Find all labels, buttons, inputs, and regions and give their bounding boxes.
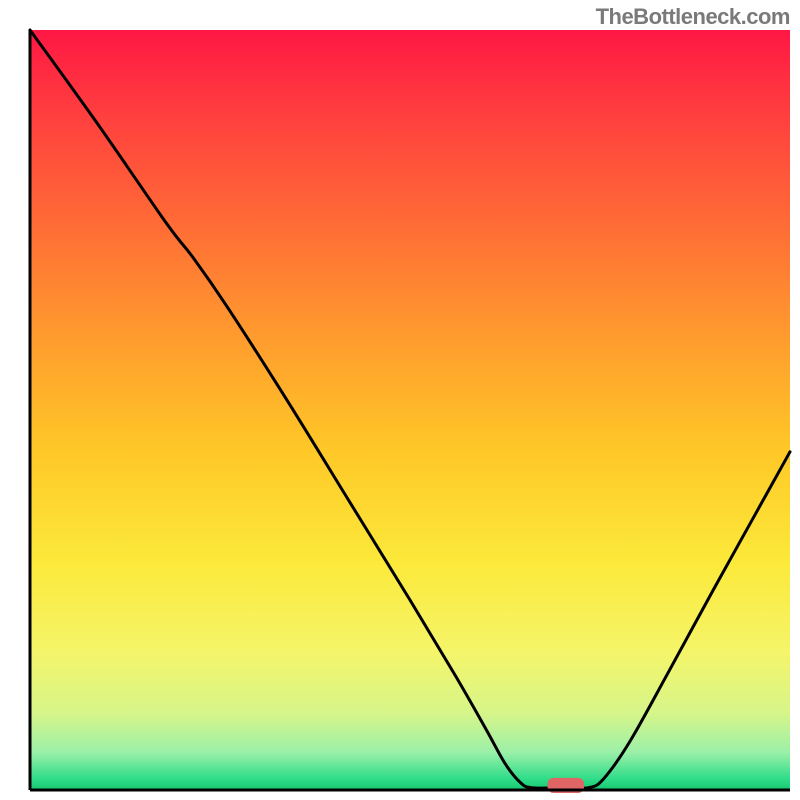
watermark-text: TheBottleneck.com [596, 4, 790, 30]
chart-svg [0, 0, 800, 800]
chart-gradient-background [30, 30, 790, 790]
chart-container: TheBottleneck.com [0, 0, 800, 800]
plot-group [30, 30, 790, 793]
